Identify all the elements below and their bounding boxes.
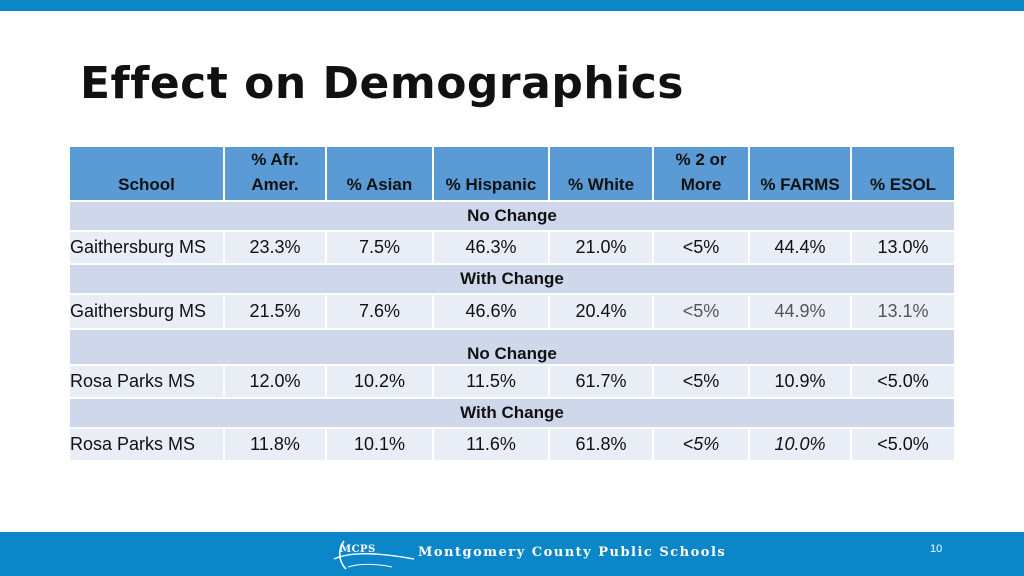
hispanic-cell: 11.5% [434, 364, 550, 397]
school-cell: Gaithersburg MS [70, 230, 225, 263]
band-row: With Change [70, 397, 954, 427]
hispanic-cell: 46.3% [434, 230, 550, 263]
organization-name: Montgomery County Public Schools [418, 545, 727, 560]
header-asian: % Asian [327, 147, 434, 200]
esol-cell: 13.1% [852, 293, 954, 328]
white-cell: 20.4% [550, 293, 654, 328]
page-number: 10 [930, 543, 943, 555]
demographics-table: School % Afr. Amer. % Asian % Hispanic %… [70, 147, 954, 460]
hispanic-cell: 11.6% [434, 427, 550, 460]
two-or-more-cell: <5% [654, 230, 750, 263]
two-or-more-cell: <5% [654, 364, 750, 397]
school-cell: Rosa Parks MS [70, 427, 225, 460]
header-white: % White [550, 147, 654, 200]
header-hispanic: % Hispanic [434, 147, 550, 200]
farms-cell: 10.0% [750, 427, 852, 460]
footer-bar [0, 532, 1024, 576]
esol-cell: <5.0% [852, 427, 954, 460]
asian-cell: 10.1% [327, 427, 434, 460]
afr-amer-cell: 23.3% [225, 230, 327, 263]
mcps-logo-icon [333, 540, 415, 570]
top-accent-bar [0, 0, 1024, 11]
farms-cell: 44.9% [750, 293, 852, 328]
asian-cell: 7.6% [327, 293, 434, 328]
band-label: No Change [70, 200, 954, 230]
table-row: Gaithersburg MS 23.3% 7.5% 46.3% 21.0% <… [70, 230, 954, 263]
hispanic-cell: 46.6% [434, 293, 550, 328]
esol-cell: 13.0% [852, 230, 954, 263]
afr-amer-cell: 12.0% [225, 364, 327, 397]
header-two-or-more: % 2 or More [654, 147, 750, 200]
white-cell: 61.8% [550, 427, 654, 460]
school-cell: Rosa Parks MS [70, 364, 225, 397]
logo-text: MCPS [340, 544, 376, 555]
asian-cell: 10.2% [327, 364, 434, 397]
two-or-more-cell: <5% [654, 293, 750, 328]
band-label: With Change [70, 263, 954, 293]
table-row: Rosa Parks MS 12.0% 10.2% 11.5% 61.7% <5… [70, 364, 954, 397]
header-afr-amer: % Afr. Amer. [225, 147, 327, 200]
band-row: No Change [70, 200, 954, 230]
band-label: No Change [70, 328, 954, 364]
band-row: With Change [70, 263, 954, 293]
header-school: School [70, 147, 225, 200]
school-cell: Gaithersburg MS [70, 293, 225, 328]
slide-title: Effect on Demographics [80, 58, 684, 109]
table-row: Gaithersburg MS 21.5% 7.6% 46.6% 20.4% <… [70, 293, 954, 328]
farms-cell: 44.4% [750, 230, 852, 263]
white-cell: 61.7% [550, 364, 654, 397]
header-farms: % FARMS [750, 147, 852, 200]
white-cell: 21.0% [550, 230, 654, 263]
afr-amer-cell: 11.8% [225, 427, 327, 460]
esol-cell: <5.0% [852, 364, 954, 397]
header-esol: % ESOL [852, 147, 954, 200]
afr-amer-cell: 21.5% [225, 293, 327, 328]
table-header-row: School % Afr. Amer. % Asian % Hispanic %… [70, 147, 954, 200]
table-row: Rosa Parks MS 11.8% 10.1% 11.6% 61.8% <5… [70, 427, 954, 460]
farms-cell: 10.9% [750, 364, 852, 397]
band-row: No Change [70, 328, 954, 364]
asian-cell: 7.5% [327, 230, 434, 263]
two-or-more-cell: <5% [654, 427, 750, 460]
band-label: With Change [70, 397, 954, 427]
